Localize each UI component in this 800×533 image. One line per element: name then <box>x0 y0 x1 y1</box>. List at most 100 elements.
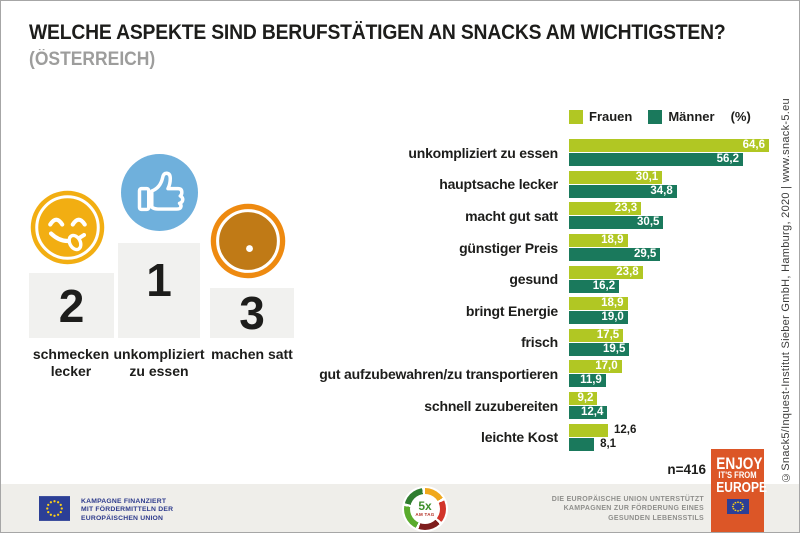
eu-flag-icon <box>726 499 749 514</box>
bar-frauen: 17,5 <box>569 328 624 342</box>
enjoy-badge-line: IT'S FROM <box>718 470 757 481</box>
value-label: 34,8 <box>650 184 673 197</box>
value-label: 30,5 <box>637 216 660 229</box>
category-label: hauptsache lecker <box>439 176 558 193</box>
podium-label-2: schmecken lecker <box>32 346 110 379</box>
value-label: 12,4 <box>580 406 604 419</box>
category-label: gesund <box>509 271 558 288</box>
bar-pair: 23,3 30,5 <box>569 202 769 230</box>
category-label: leichte Kost <box>481 429 558 446</box>
bar-pair: 17,5 19,5 <box>569 328 769 356</box>
value-label: 30,1 <box>635 170 659 183</box>
chart-row: gesund 23,8 16,2 <box>1 263 769 295</box>
bar-männer: 12,4 <box>569 406 608 420</box>
value-label: 18,9 <box>601 297 624 310</box>
legend-unit: (%) <box>730 109 751 124</box>
bar-pair: 23,8 16,2 <box>569 265 769 293</box>
chart-row: schnell zuzubereiten 9,2 12,4 <box>1 390 769 422</box>
full-belly-icon <box>210 203 286 279</box>
eu-funding-line: EUROPÄISCHEN UNION <box>81 514 164 522</box>
podium-block-2: 2 <box>29 273 114 338</box>
bar-männer: 19,5 <box>569 342 630 356</box>
page-subtitle: (ÖSTERREICH) <box>29 49 156 70</box>
bar-männer: 19,0 <box>569 311 628 325</box>
page-title: WELCHE ASPEKTE SIND BERUFSTÄTIGEN AN SNA… <box>29 21 726 44</box>
category-label: unkompliziert zu essen <box>408 144 558 161</box>
bar-männer: 34,8 <box>569 184 677 198</box>
enjoy-from-europe-badge: ENJOY IT'S FROM EUROPE <box>711 449 767 532</box>
value-label: 12,6 <box>614 423 637 436</box>
bar-frauen: 64,6 <box>569 139 769 153</box>
bar-männer: 8,1 <box>569 437 616 451</box>
thumbs-up-icon <box>121 154 198 231</box>
bar-pair: 18,9 29,5 <box>569 234 769 262</box>
chart-legend: Frauen Männer (%) <box>569 109 751 124</box>
chart-row: unkompliziert zu essen 64,6 56,2 <box>1 137 769 169</box>
bar-pair: 18,9 19,0 <box>569 297 769 325</box>
eu-funding-caption: KAMPAGNE FINANZIERT MIT FÖRDERMITTELN DE… <box>81 498 173 523</box>
bar-männer: 56,2 <box>569 153 743 167</box>
legend-item: Männer <box>648 109 715 124</box>
podium-label-3: machen satt <box>211 346 293 362</box>
eu-funding-line: KAMPAGNE FINANZIERT <box>81 498 167 505</box>
legend-label: Frauen <box>589 109 633 124</box>
category-label: günstiger Preis <box>459 239 558 256</box>
value-label: 17,0 <box>595 360 618 373</box>
bar-männer: 16,2 <box>569 279 620 293</box>
bar-männer: 30,5 <box>569 216 664 230</box>
bar-frauen: 9,2 <box>569 392 598 406</box>
category-label: frisch <box>521 334 558 351</box>
five-a-day-text: 5x <box>418 499 432 513</box>
value-label: 9,2 <box>577 392 594 405</box>
value-label: 56,2 <box>716 153 739 166</box>
five-a-day-logo: 5x AM TAG <box>404 488 446 530</box>
value-label: 8,1 <box>600 437 617 450</box>
bar-pair: 64,6 56,2 <box>569 139 769 167</box>
bar-frauen: 30,1 <box>569 170 663 184</box>
value-label: 23,8 <box>616 265 639 278</box>
value-label: 23,3 <box>614 202 638 215</box>
legend-swatch-frauen <box>569 109 583 124</box>
legend-item: Frauen <box>569 109 632 124</box>
bar-frauen: 18,9 <box>569 234 628 248</box>
bar-männer: 11,9 <box>569 374 606 388</box>
bar-pair: 9,2 12,4 <box>569 392 769 420</box>
bar-frauen: 18,9 <box>569 297 628 311</box>
category-label: bringt Energie <box>465 302 558 319</box>
bar-frauen: 23,3 <box>569 202 642 216</box>
category-label: gut aufzubewahren/zu transportieren <box>319 365 558 382</box>
chart-row: bringt Energie 18,9 19,0 <box>1 295 769 327</box>
value-label: 18,9 <box>601 234 624 247</box>
eu-support-line: DIE EUROPÄISCHE UNION UNTERSTÜTZT <box>551 496 704 503</box>
bar-frauen: 17,0 <box>569 360 622 374</box>
value-label: 16,2 <box>592 279 616 292</box>
bar-pair: 17,0 11,9 <box>569 360 769 388</box>
chart-row: günstiger Preis 18,9 29,5 <box>1 232 769 264</box>
value-label: 11,9 <box>580 374 602 387</box>
enjoy-badge-line: EUROPE <box>716 479 767 496</box>
value-label: 29,5 <box>633 248 657 261</box>
legend-label: Männer <box>668 109 715 124</box>
value-label: 19,0 <box>601 311 624 324</box>
bar-frauen: 23,8 <box>569 265 643 279</box>
smiley-yum-icon <box>30 190 105 265</box>
category-label: schnell zuzubereiten <box>424 397 558 414</box>
chart-row: macht gut satt 23,3 30,5 <box>1 200 769 232</box>
enjoy-badge-line: ENJOY <box>716 454 763 473</box>
five-a-day-subtext: AM TAG <box>415 512 435 517</box>
sample-size-label: n=416 <box>667 462 706 477</box>
chart-row: leichte Kost 12,6 8,1 <box>1 421 769 453</box>
podium-rank: 3 <box>239 287 265 339</box>
podium-label-1: unkompliziert zu essen <box>113 346 205 379</box>
podium-rank: 2 <box>58 279 85 332</box>
eu-support-line: GESUNDEN LEBENSSTILS <box>608 514 704 522</box>
bar-pair: 12,6 8,1 <box>569 423 769 451</box>
eu-flag-icon <box>39 496 70 521</box>
bar-männer: 29,5 <box>569 248 661 262</box>
chart-row: gut aufzubewahren/zu transportieren 17,0 1… <box>1 358 769 390</box>
podium-block-1: 1 <box>118 243 200 338</box>
podium-block-3: 3 <box>210 287 294 339</box>
five-a-day-logo-center: 5x AM TAG <box>410 494 440 524</box>
value-label: 64,6 <box>742 139 765 152</box>
